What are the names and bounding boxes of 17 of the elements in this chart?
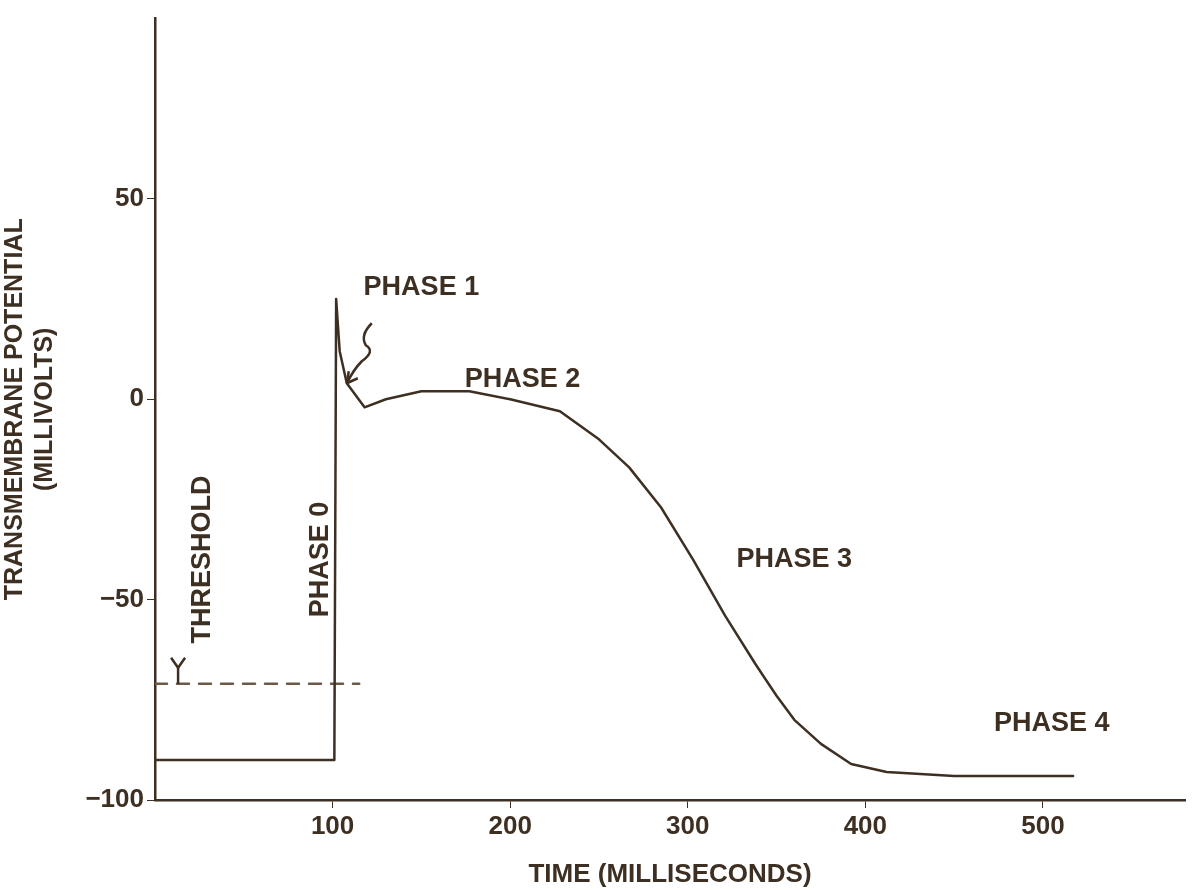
y-tick-label: −50 xyxy=(99,582,144,613)
x-tick-label: 100 xyxy=(310,809,355,840)
x-tick-label: 300 xyxy=(666,809,710,840)
annotation: THRESHOLD xyxy=(186,475,217,644)
y-tick-label: 50 xyxy=(115,182,144,213)
x-tick-label: 200 xyxy=(488,809,532,840)
x-axis-title: TIME (MILLISECONDS) xyxy=(528,857,812,888)
y-tick-label: 0 xyxy=(129,382,144,413)
annotation: PHASE 3 xyxy=(736,543,853,574)
y-tick-label: −100 xyxy=(85,783,144,814)
annotation: PHASE 0 xyxy=(303,501,334,618)
y-axis-title: TRANSMEMBRANE POTENTIAL (MILLIVOLTS) xyxy=(0,218,57,601)
annotation: PHASE 2 xyxy=(464,362,581,393)
x-tick-label: 400 xyxy=(843,809,888,840)
x-tick-label: 500 xyxy=(1021,809,1065,840)
annotation: PHASE 4 xyxy=(994,707,1110,738)
annotation: PHASE 1 xyxy=(363,270,480,301)
